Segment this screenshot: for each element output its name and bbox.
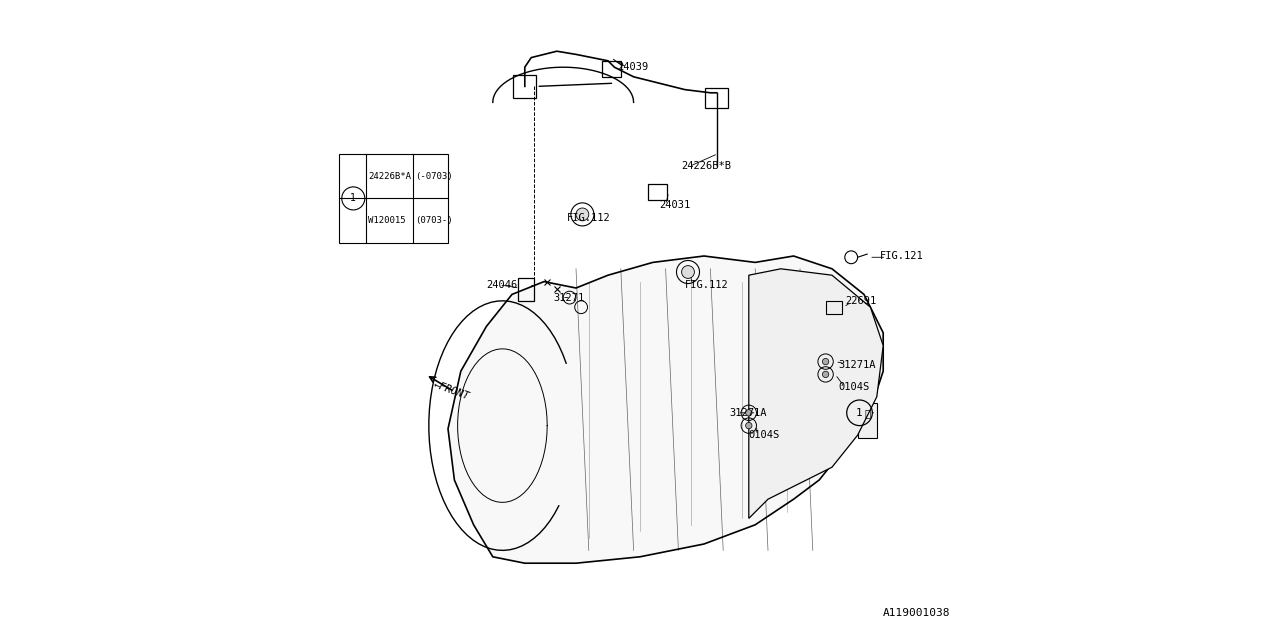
Polygon shape bbox=[858, 403, 877, 438]
Text: A119001038: A119001038 bbox=[883, 607, 950, 618]
Circle shape bbox=[682, 266, 694, 278]
Circle shape bbox=[823, 358, 829, 365]
Polygon shape bbox=[749, 269, 883, 518]
Text: 1: 1 bbox=[856, 408, 863, 418]
Bar bbox=[513, 75, 536, 98]
Text: ←FRONT: ←FRONT bbox=[433, 380, 471, 401]
Text: (0703-): (0703-) bbox=[415, 216, 452, 225]
Text: FIG.121: FIG.121 bbox=[881, 251, 924, 261]
Bar bbox=[602, 61, 621, 77]
Text: 31271A: 31271A bbox=[730, 408, 767, 418]
Text: 24039: 24039 bbox=[618, 62, 649, 72]
Text: ①: ① bbox=[864, 408, 870, 418]
Text: 0104S: 0104S bbox=[749, 430, 780, 440]
Text: 24226B*A: 24226B*A bbox=[369, 172, 411, 180]
Text: (-0703): (-0703) bbox=[415, 172, 452, 180]
Text: FIG.112: FIG.112 bbox=[566, 212, 611, 223]
Text: 24046: 24046 bbox=[486, 280, 517, 290]
Polygon shape bbox=[448, 256, 883, 563]
Circle shape bbox=[745, 422, 753, 429]
Text: 31271A: 31271A bbox=[838, 360, 876, 370]
Circle shape bbox=[823, 371, 829, 378]
Polygon shape bbox=[826, 301, 842, 314]
Text: 24031: 24031 bbox=[659, 200, 690, 210]
Text: 1: 1 bbox=[351, 193, 356, 204]
Text: W120015: W120015 bbox=[369, 216, 406, 225]
Text: 22691: 22691 bbox=[845, 296, 876, 306]
Circle shape bbox=[576, 208, 589, 221]
Text: 31271: 31271 bbox=[554, 292, 585, 303]
Circle shape bbox=[745, 410, 753, 416]
Text: FIG.112: FIG.112 bbox=[685, 280, 728, 290]
Text: 0104S: 0104S bbox=[838, 382, 869, 392]
Bar bbox=[518, 278, 535, 301]
Bar bbox=[705, 88, 728, 108]
Bar bbox=[648, 184, 667, 200]
Text: 24226B*B: 24226B*B bbox=[681, 161, 732, 172]
